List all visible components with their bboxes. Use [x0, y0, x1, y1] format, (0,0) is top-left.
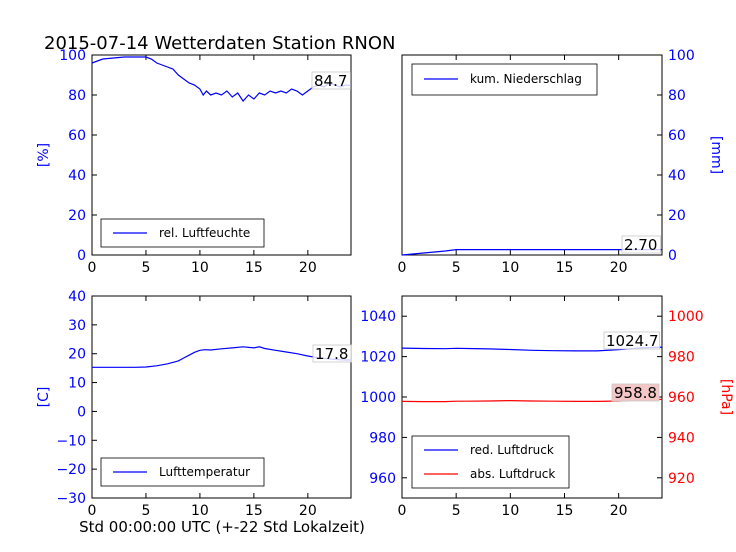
- y-tick-label: 20: [68, 208, 86, 224]
- x-tick-label: 20: [299, 260, 317, 276]
- y-axis-label: [%]: [36, 143, 52, 167]
- y-tick-label: 960: [668, 390, 695, 406]
- chart-title: 2015-07-14 Wetterdaten Station RNON: [44, 33, 395, 54]
- value-label: 17.8: [315, 345, 348, 363]
- x-tick-label: 15: [245, 260, 263, 276]
- series-line-red-luftdruck: [401, 346, 663, 352]
- x-tick-label: 15: [245, 503, 263, 519]
- x-tick-label: 15: [556, 260, 574, 276]
- plot-frame: [401, 54, 663, 256]
- y-tick-label: 0: [668, 248, 677, 264]
- plot-frame: [91, 54, 352, 256]
- y-tick-label: 10: [68, 376, 86, 392]
- x-tick-label: 0: [398, 503, 407, 519]
- y-tick-label: 1040: [360, 309, 396, 325]
- y-tick-label: 80: [68, 88, 86, 104]
- x-tick-label: 5: [452, 503, 461, 519]
- x-tick-label: 10: [501, 260, 519, 276]
- x-tick-label: 20: [299, 503, 317, 519]
- legend: rel. Luftfeuchte: [100, 218, 265, 248]
- x-tick-label: 15: [556, 503, 574, 519]
- legend-label: Lufttemperatur: [159, 465, 250, 479]
- value-label-box: [311, 71, 351, 90]
- x-tick-label: 10: [501, 503, 519, 519]
- y-tick-label: 100: [668, 48, 695, 64]
- y-tick-label: −20: [56, 462, 86, 478]
- value-label-box: [621, 235, 661, 254]
- x-tick-label: 0: [88, 260, 97, 276]
- y-axis-label: [C]: [36, 387, 52, 408]
- y-tick-label: 40: [68, 289, 86, 305]
- x-tick-label: 5: [141, 260, 150, 276]
- panel-bottom-right: 0 5 10 15 20 960 980 1000 1020 1040 920 940 960 980 10…: [360, 295, 734, 519]
- x-tick-label: 10: [191, 260, 209, 276]
- y-axis-label: [mm]: [708, 136, 724, 174]
- y-tick-label: 60: [668, 128, 686, 144]
- y-tick-label: 1000: [360, 390, 396, 406]
- plot-frame: [91, 295, 352, 499]
- value-label-box: [312, 344, 352, 363]
- value-label: 2.70: [624, 236, 657, 254]
- y-tick-label: 100: [59, 48, 86, 64]
- legend-box: [411, 435, 570, 489]
- y-tick-label: −30: [56, 491, 86, 507]
- series-line-rel-luftfeuchte: [91, 56, 352, 102]
- y-tick-label: 0: [77, 404, 86, 420]
- legend: Lufttemperatur: [100, 457, 265, 487]
- series-line-lufttemperatur: [92, 346, 352, 368]
- y-tick-label: 40: [68, 168, 86, 184]
- x-axis-label: Std 00:00:00 UTC (+-22 Std Lokalzeit): [79, 518, 365, 536]
- x-tick-label: 10: [191, 503, 209, 519]
- panel-top-left: 0 5 10 15 20 0 20 40 60 80 100 [%] rel. Luftfeuchte 8…: [36, 48, 352, 276]
- y-tick-label: 980: [369, 430, 396, 446]
- value-label-box: [603, 331, 660, 350]
- y-tick-label: 960: [369, 471, 396, 487]
- y-tick-label: 940: [668, 430, 695, 446]
- value-label-box: [611, 383, 660, 402]
- legend-label: abs. Luftdruck: [470, 467, 555, 481]
- x-tick-label: 0: [398, 260, 407, 276]
- y-tick-label: 980: [668, 350, 695, 366]
- legend-label: rel. Luftfeuchte: [159, 226, 250, 240]
- y-tick-label: 1020: [360, 350, 396, 366]
- legend: kum. Niederschlag: [411, 63, 598, 96]
- y-tick-label: −10: [56, 433, 86, 449]
- y-tick-label: 60: [68, 128, 86, 144]
- y-tick-label: 1000: [668, 309, 704, 325]
- legend-label: kum. Niederschlag: [470, 72, 582, 86]
- legend-label: red. Luftdruck: [470, 443, 554, 457]
- x-tick-label: 5: [141, 503, 150, 519]
- y-tick-label: 80: [668, 88, 686, 104]
- series-line-kum-niederschlag: [401, 249, 662, 256]
- x-tick-label: 0: [88, 503, 97, 519]
- y-tick-label: 20: [68, 347, 86, 363]
- x-tick-label: 20: [610, 260, 628, 276]
- y-tick-label: 30: [68, 318, 86, 334]
- value-label: 958.8: [614, 384, 657, 402]
- value-label: 84.7: [314, 72, 347, 90]
- y-axis-label: [hPa]: [718, 379, 734, 415]
- y-tick-label: 0: [77, 248, 86, 264]
- y-tick-label: 20: [668, 208, 686, 224]
- legend: red. Luftdruck abs. Luftdruck: [411, 435, 570, 489]
- y-tick-label: 40: [668, 168, 686, 184]
- value-label: 1024.7: [606, 332, 659, 350]
- x-tick-label: 20: [610, 503, 628, 519]
- x-tick-label: 5: [452, 260, 461, 276]
- panel-bottom-left: 0 5 10 15 20 −30 −20 −10 0 10 20 30 40 [C] Lufttempera…: [36, 289, 352, 519]
- y-tick-label: 920: [668, 471, 695, 487]
- panel-top-right: 0 5 10 15 20 0 20 40 60 80 100 [mm] kum. Niederschla…: [398, 48, 724, 276]
